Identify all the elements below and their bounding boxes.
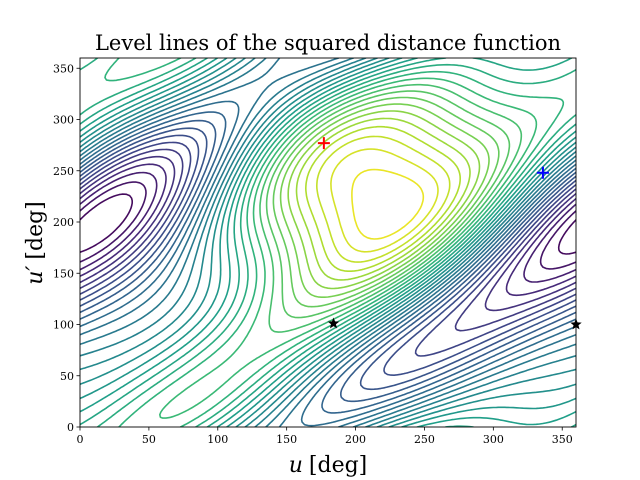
x-tick-label: 0 xyxy=(77,433,84,446)
x-tick-label: 250 xyxy=(414,433,435,446)
x-axis-ticks: 0 50 100 150 200 250 300 350 xyxy=(77,427,573,446)
contour-level xyxy=(295,117,471,281)
contour-level xyxy=(265,90,511,319)
contour-level xyxy=(80,100,576,427)
y-tick-label: 200 xyxy=(53,216,74,229)
y-tick-label: 0 xyxy=(67,421,74,434)
contour-level xyxy=(351,168,425,240)
x-tick-label: 150 xyxy=(276,433,297,446)
x-tick-label: 350 xyxy=(552,433,573,446)
contour-level xyxy=(80,58,576,427)
x-tick-label: 200 xyxy=(345,433,366,446)
plot-frame xyxy=(79,57,577,428)
y-tick-label: 350 xyxy=(53,62,74,75)
contour-lines xyxy=(80,58,576,427)
plus-marker xyxy=(536,166,549,179)
y-tick-label: 150 xyxy=(53,267,74,280)
x-axis-unit: [deg] xyxy=(309,453,367,478)
contour-level xyxy=(80,58,576,427)
contour-level xyxy=(80,155,576,312)
contour-level xyxy=(80,134,576,376)
y-tick-label: 250 xyxy=(53,165,74,178)
y-axis-var: u′ xyxy=(23,266,48,285)
contour-level xyxy=(80,58,576,427)
contour-level xyxy=(80,111,576,414)
chart-title: Level lines of the squared distance func… xyxy=(95,31,561,55)
y-tick-label: 300 xyxy=(53,114,74,127)
contour-level xyxy=(259,83,523,333)
contour-level xyxy=(80,171,576,283)
contour-level xyxy=(80,163,576,297)
x-axis-label: u [deg] xyxy=(289,453,368,478)
contour-level xyxy=(287,110,481,290)
x-tick-label: 300 xyxy=(483,433,504,446)
contour-level xyxy=(80,193,576,255)
contour-level xyxy=(80,181,576,270)
y-axis-label: u′ [deg] xyxy=(23,201,48,285)
contour-level xyxy=(316,135,451,263)
contour-level xyxy=(80,119,576,403)
contour-level xyxy=(80,58,576,427)
contour-level xyxy=(159,77,538,419)
y-axis-unit: [deg] xyxy=(23,201,48,259)
contour-level xyxy=(80,141,576,357)
contour-level xyxy=(80,148,576,332)
contour-level xyxy=(80,58,576,427)
x-tick-label: 100 xyxy=(207,433,228,446)
contour-level xyxy=(330,148,439,253)
x-tick-label: 50 xyxy=(142,433,156,446)
contour-level xyxy=(272,96,500,308)
star-marker xyxy=(327,317,340,329)
y-tick-label: 100 xyxy=(53,319,74,332)
plus-marker xyxy=(317,137,330,150)
y-tick-label: 50 xyxy=(60,370,74,383)
contour-level xyxy=(279,103,490,298)
x-axis-var: u xyxy=(289,453,303,478)
contour-level xyxy=(80,58,576,427)
y-axis-ticks: 0 50 100 150 200 250 300 350 xyxy=(53,62,80,434)
contour-level xyxy=(305,125,461,272)
contour-level xyxy=(80,58,576,427)
contour-level xyxy=(80,127,576,391)
